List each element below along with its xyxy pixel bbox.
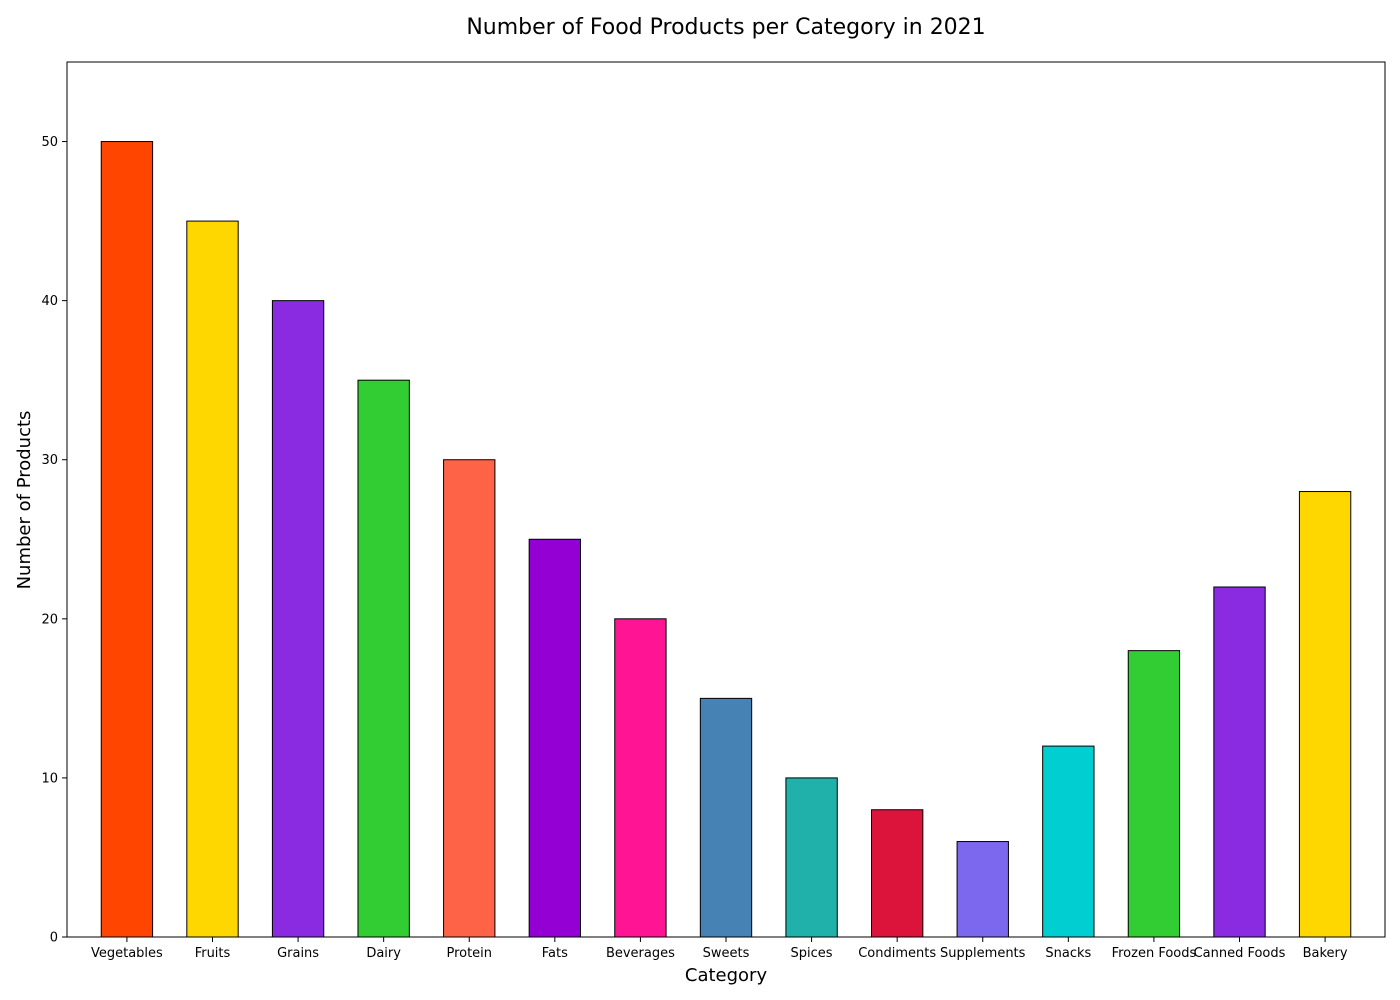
bar-vegetables bbox=[100, 141, 154, 938]
x-tick-label: Dairy bbox=[366, 946, 401, 961]
bar-grains bbox=[271, 300, 325, 938]
x-tick-label: Canned Foods bbox=[1194, 946, 1286, 961]
x-tick-label: Frozen Foods bbox=[1112, 946, 1197, 961]
bars-group bbox=[100, 141, 1352, 938]
x-axis-ticks: Vegetables Fruits Grains Dairy Protein Fats Be… bbox=[91, 937, 1348, 961]
x-tick-label: Bakery bbox=[1303, 946, 1348, 961]
y-tick-label: 50 bbox=[41, 135, 58, 150]
y-tick-label: 20 bbox=[41, 612, 58, 627]
x-tick-label: Grains bbox=[277, 946, 319, 961]
plot-frame bbox=[66, 61, 1386, 938]
x-tick-label: Vegetables bbox=[91, 946, 163, 961]
x-axis-label: Category bbox=[685, 965, 768, 986]
bar-beverages bbox=[614, 618, 667, 938]
bar-dairy bbox=[357, 379, 410, 938]
x-tick-label: Snacks bbox=[1045, 946, 1091, 961]
y-tick-label: 30 bbox=[41, 453, 58, 468]
bar-condiments bbox=[870, 809, 924, 938]
x-tick-label: Sweets bbox=[703, 946, 750, 961]
x-tick-label: Spices bbox=[791, 946, 833, 961]
y-tick-label: 0 bbox=[50, 931, 58, 946]
y-tick-label: 40 bbox=[41, 294, 58, 309]
y-axis-ticks: 0 10 20 30 40 50 bbox=[41, 135, 67, 946]
bar-fats bbox=[528, 538, 582, 938]
bar-snacks bbox=[1042, 745, 1095, 938]
x-tick-label: Fruits bbox=[195, 946, 231, 961]
y-tick-label: 10 bbox=[41, 771, 58, 786]
bar-frozen-foods bbox=[1127, 650, 1181, 938]
bar-spices bbox=[785, 777, 838, 938]
bar-fruits bbox=[186, 220, 239, 938]
x-tick-label: Fats bbox=[542, 946, 568, 961]
y-axis-label: Number of Products bbox=[14, 411, 35, 590]
x-tick-label: Protein bbox=[446, 946, 492, 961]
bar-supplements bbox=[956, 841, 1009, 938]
bar-bakery bbox=[1298, 491, 1352, 938]
bar-canned-foods bbox=[1213, 586, 1266, 938]
bar-protein bbox=[443, 459, 496, 938]
x-tick-label: Condiments bbox=[858, 946, 936, 961]
bar-sweets bbox=[699, 697, 753, 938]
x-tick-label: Beverages bbox=[606, 946, 675, 961]
x-tick-label: Supplements bbox=[940, 946, 1026, 961]
chart-title: Number of Food Products per Category in … bbox=[466, 15, 985, 40]
